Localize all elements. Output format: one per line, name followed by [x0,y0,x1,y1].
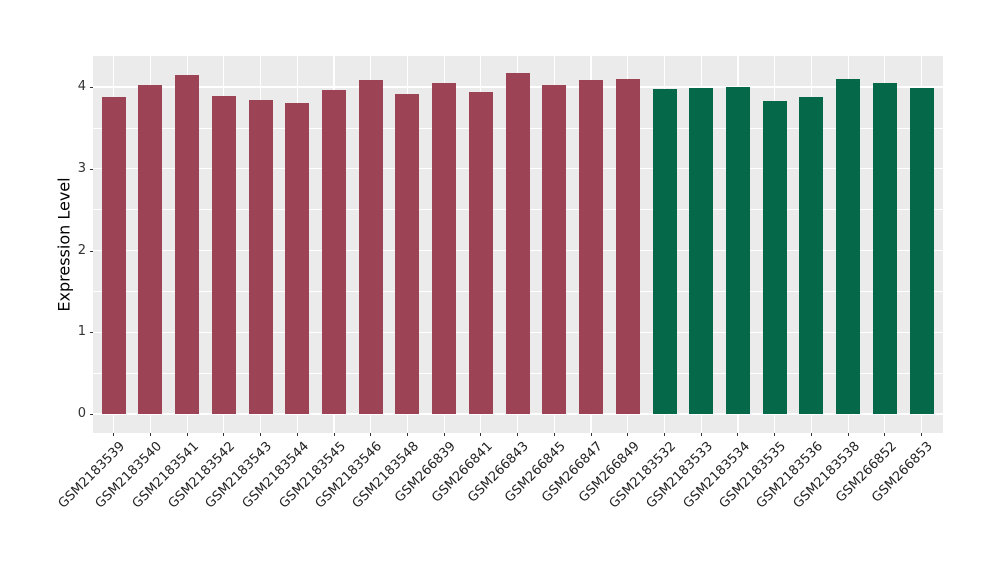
bar-GSM2183533 [689,87,714,414]
x-tick-mark [186,433,188,436]
x-tick-mark [149,433,151,436]
bar-GSM2183544 [285,103,310,414]
bar-GSM266845 [542,85,567,414]
x-tick-mark [296,433,298,436]
x-tick-mark [223,433,225,436]
y-tick-mark [90,87,93,88]
x-tick-mark [884,433,886,436]
x-tick-mark [737,433,739,436]
bar-GSM266841 [468,91,493,414]
gridline-major [93,413,943,415]
plot-panel [93,56,943,433]
y-tick-label: 2 [77,242,86,258]
bar-GSM266853 [909,87,934,414]
y-tick-label: 4 [77,79,86,94]
bar-GSM266839 [432,82,457,414]
bar-GSM2183535 [762,100,787,414]
y-tick-mark [90,250,93,252]
x-tick-mark [406,433,408,436]
x-tick-mark [774,433,776,436]
bar-GSM2183536 [799,96,824,414]
x-tick-mark [333,433,335,436]
y-tick-mark [90,414,93,415]
bar-GSM266847 [579,80,604,414]
bar-GSM2183534 [725,87,750,414]
bar-GSM2183542 [211,95,236,414]
bar-GSM266843 [505,73,530,414]
x-tick-mark [443,433,445,436]
y-tick-label: 1 [77,324,86,340]
x-tick-mark [700,433,702,436]
x-tick-mark [921,433,923,436]
x-tick-mark [480,433,482,436]
bar-GSM2183538 [836,78,861,414]
x-tick-mark [260,433,262,436]
y-tick-mark [90,168,93,170]
x-tick-mark [590,433,592,436]
bar-GSM2183548 [395,93,420,414]
bar-GSM266849 [615,78,640,414]
y-tick-mark [90,332,93,334]
y-tick-label: 0 [77,406,86,421]
bar-GSM2183543 [248,100,273,414]
bar-GSM2183539 [101,96,126,414]
x-tick-mark [664,433,665,436]
x-tick-mark [113,433,115,436]
x-tick-mark [810,433,812,436]
x-tick-mark [517,433,519,436]
bar-GSM2183545 [322,90,347,414]
bar-GSM2183541 [175,74,200,414]
x-tick-mark [553,433,555,436]
bar-GSM2183540 [138,85,163,414]
bar-GSM2183546 [358,80,383,414]
x-tick-mark [370,433,372,436]
x-tick-mark [847,433,849,436]
bar-GSM266852 [872,82,897,414]
y-tick-label: 3 [77,160,86,176]
x-tick-mark [627,433,629,436]
bar-GSM2183532 [652,89,677,414]
